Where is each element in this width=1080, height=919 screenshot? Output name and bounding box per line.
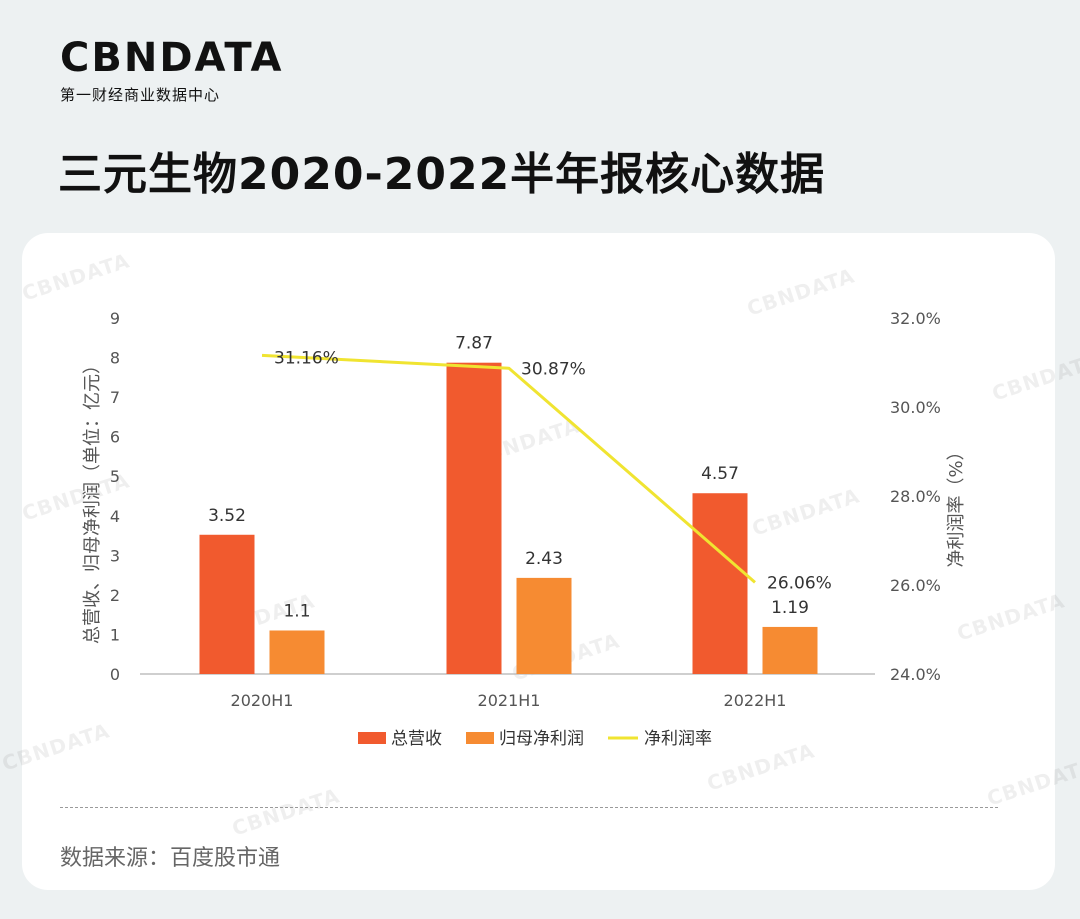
source-note: 数据来源：百度股市通 [60,846,281,871]
brand-logo: CBNDATA 第一财经商业数据中心 [60,38,284,105]
legend-swatch [358,732,386,744]
y2-axis-title: 净利润率（%） [946,442,967,567]
bar-data-label: 7.87 [455,334,493,354]
chart-card [22,233,1055,890]
bar-revenue [199,534,255,674]
y-tick-label: 6 [110,428,120,447]
bar-net-profit [516,577,572,674]
y-tick-label: 9 [110,309,120,328]
bar-revenue [692,493,748,674]
bar-net-profit [269,630,325,674]
logo-wordmark: CBNDATA [60,35,284,81]
legend-label: 总营收 [391,729,442,749]
page-title: 三元生物2020-2022半年报核心数据 [58,149,826,200]
y-tick-label: 0 [110,665,120,684]
y-tick-label: 8 [110,349,120,368]
y-axis-title: 总营收、归母净利润（单位：亿元） [82,356,103,644]
y-tick-label: 1 [110,625,120,644]
legend-swatch [466,732,494,744]
x-tick-label: 2020H1 [231,691,294,710]
bar-revenue [446,362,502,674]
line-data-label: 30.87% [521,359,586,379]
bar-data-label: 4.57 [701,464,739,484]
y2-tick-label: 30.0% [890,398,941,417]
bar-net-profit [762,626,818,674]
line-data-label: 31.16% [274,348,339,368]
bar-data-label: 2.43 [525,549,563,569]
bar-data-label: 1.1 [283,601,310,621]
y2-tick-label: 28.0% [890,487,941,506]
bar-data-label: 3.52 [208,506,246,526]
y-tick-label: 5 [110,467,120,486]
y2-tick-label: 26.0% [890,576,941,595]
legend-label: 归母净利润 [499,729,584,749]
x-tick-label: 2021H1 [478,691,541,710]
logo-tagline: 第一财经商业数据中心 [60,86,221,104]
source-divider [60,807,998,808]
legend-label: 净利润率 [644,729,712,749]
line-data-label: 26.06% [767,573,832,593]
y-tick-label: 7 [110,388,120,407]
y-tick-label: 4 [110,507,120,526]
y2-tick-label: 24.0% [890,665,941,684]
line-net-margin [261,353,756,584]
bar-data-label: 1.19 [771,598,809,618]
y2-tick-label: 32.0% [890,309,941,328]
y-tick-label: 2 [110,586,120,605]
x-tick-label: 2022H1 [724,691,787,710]
y-tick-label: 3 [110,546,120,565]
